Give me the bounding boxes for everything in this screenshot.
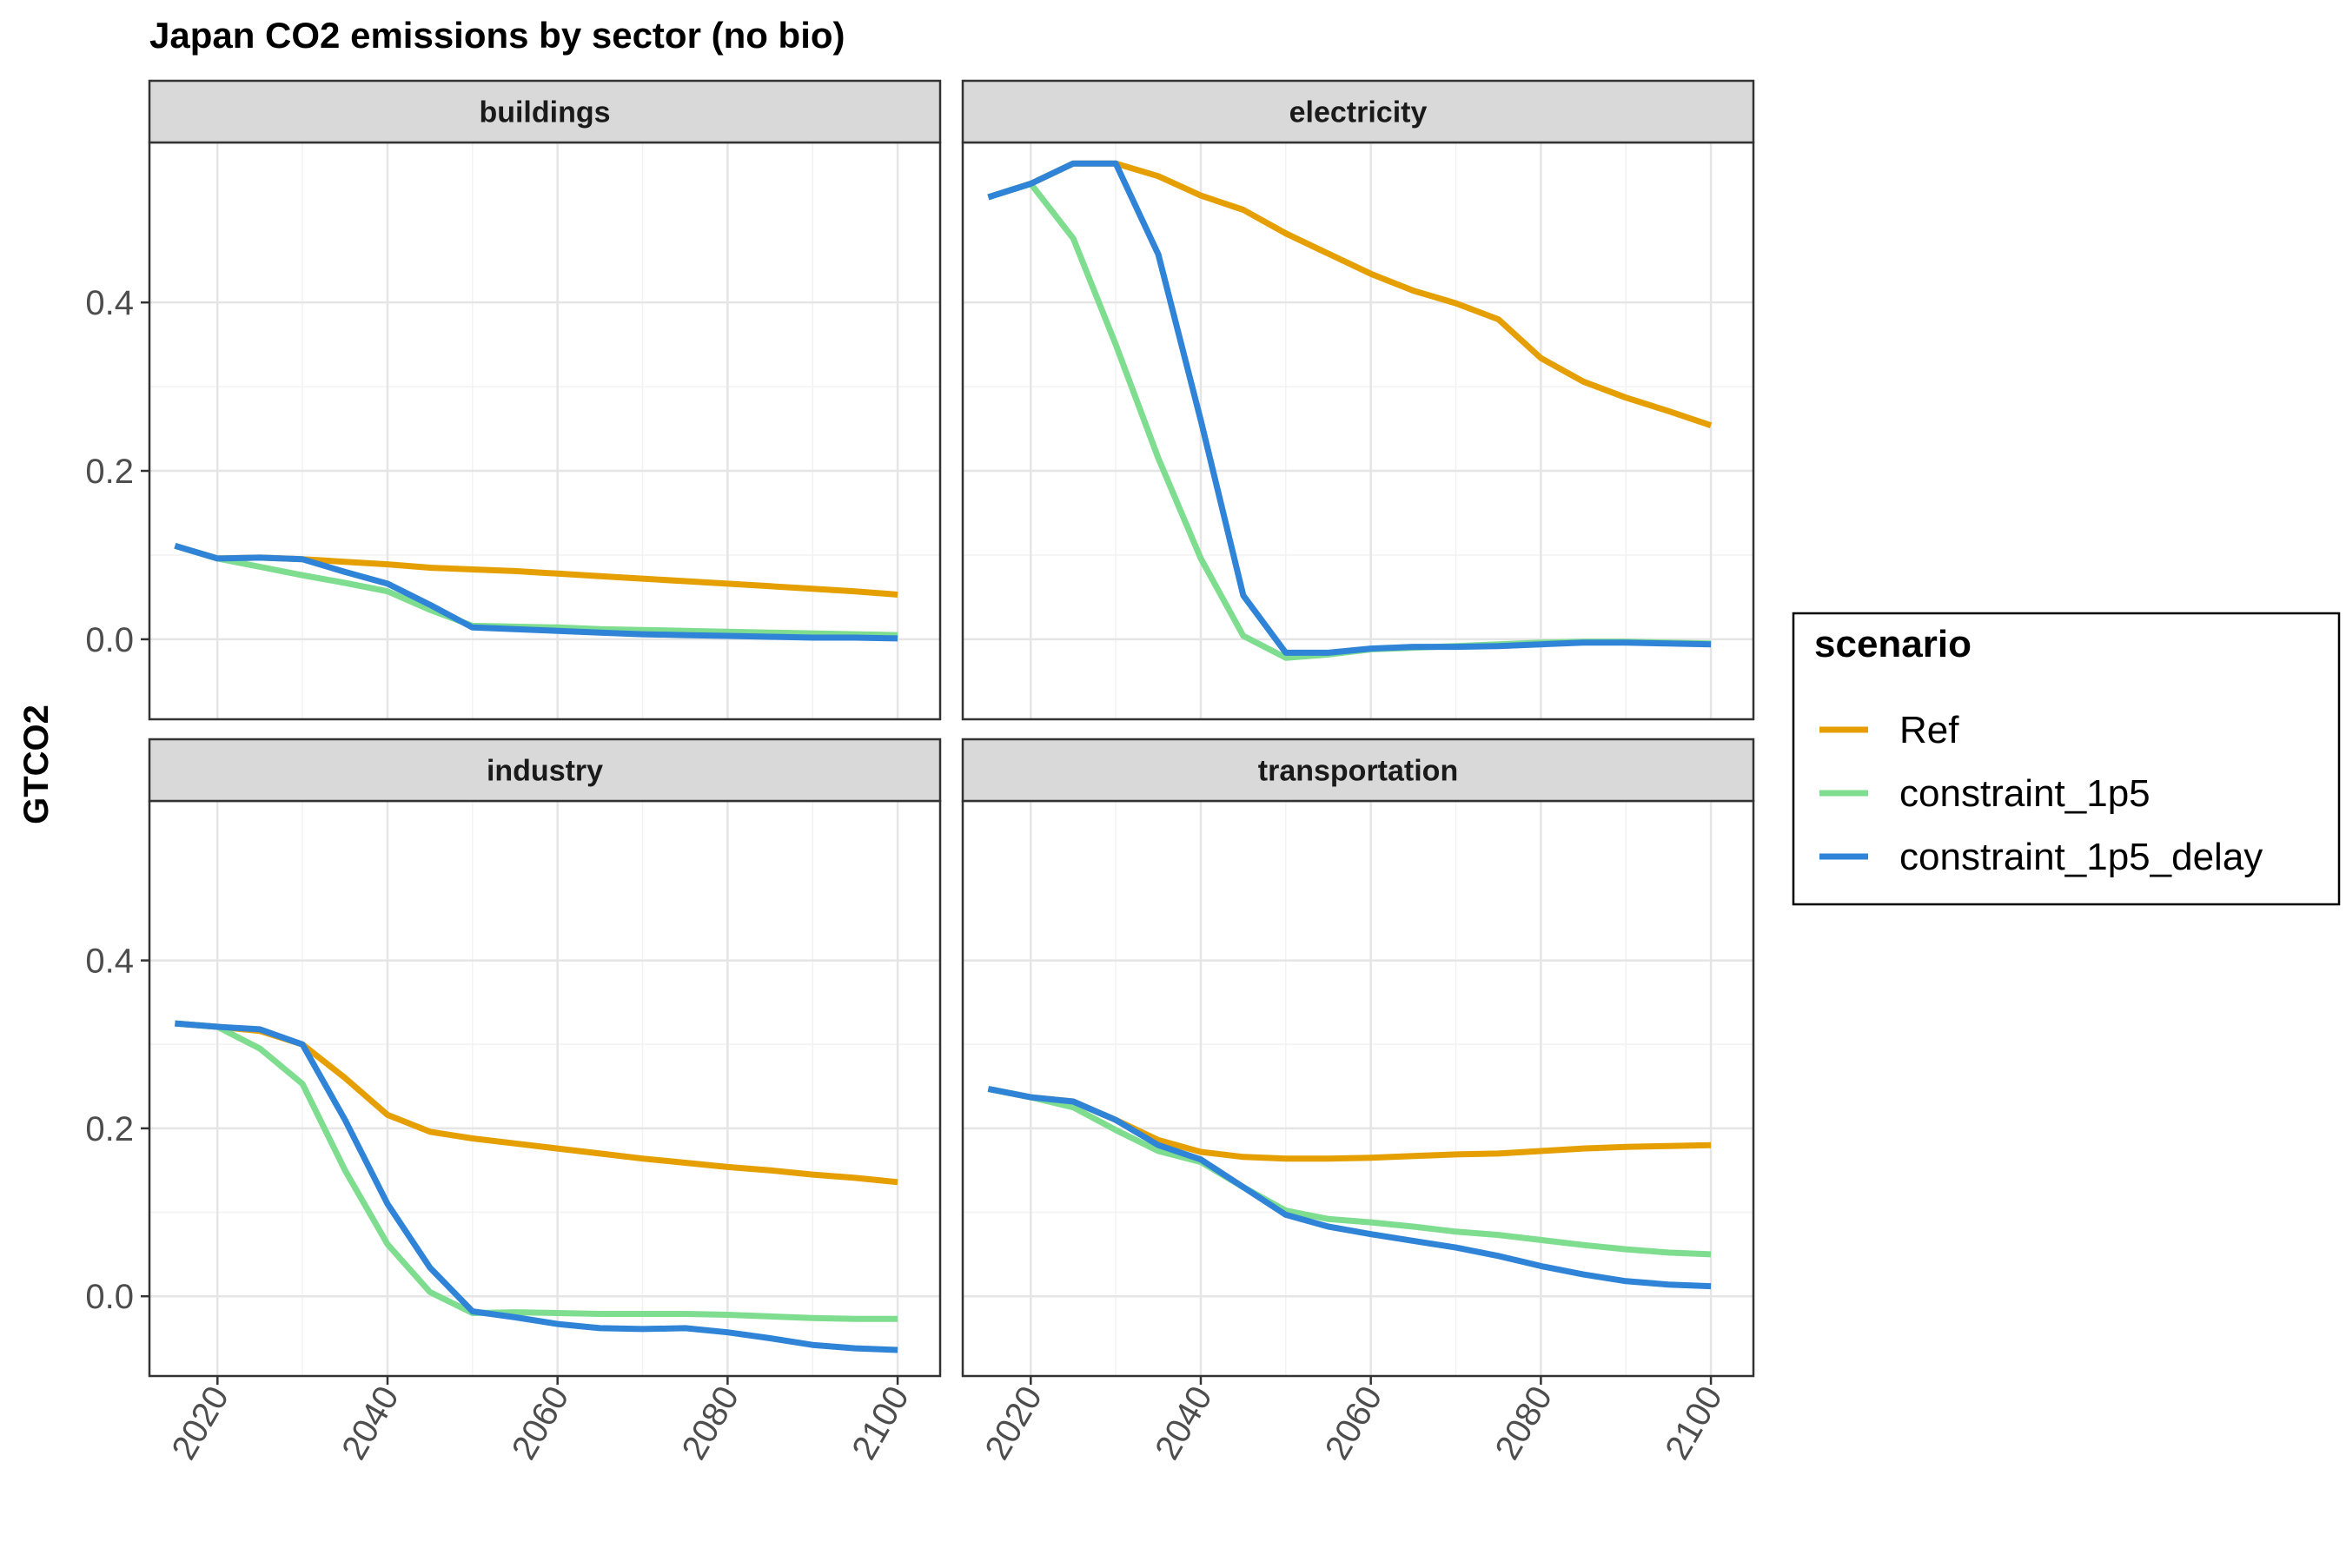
legend-label: constraint_1p5 — [1899, 772, 2150, 815]
legend-title: scenario — [1814, 623, 1972, 665]
facet-strip — [961, 79, 1755, 144]
facet-strip-label: buildings — [479, 96, 610, 129]
facet-strip — [148, 738, 942, 803]
chart-title: Japan CO2 emissions by sector (no bio) — [149, 15, 845, 56]
facet-panel-transportation: transportation 2020 2040 2060 2080 2100 — [961, 738, 1755, 1466]
legend-label: constraint_1p5_delay — [1899, 836, 2263, 878]
y-tick-label: 0.4 — [85, 943, 134, 981]
y-tick-label: 0.2 — [85, 453, 134, 491]
legend-label: Ref — [1899, 709, 1959, 751]
facet-panel-buildings: buildings 0.0 0.2 0.4 — [85, 79, 942, 721]
facet-panel-electricity: electricity — [961, 79, 1755, 721]
x-tick-label: 2020 — [978, 1380, 1050, 1466]
facet-strip — [148, 79, 942, 144]
facet-panel-industry: industry 0.0 0.2 0.4 2020 2040 2060 2080 2100 — [85, 738, 942, 1466]
series-line-constraint_1p5 — [175, 1020, 898, 1322]
legend: scenario Ref constraint_1p5 constraint_1p5_… — [1792, 612, 2341, 906]
facet-strip-label: transportation — [1258, 755, 1458, 788]
y-tick-label: 0.0 — [85, 621, 134, 659]
panel-background — [963, 801, 1753, 1376]
panel-background — [149, 801, 940, 1376]
y-tick-label: 0.0 — [85, 1278, 134, 1316]
series-line-constraint_1p5_delay — [175, 1020, 898, 1353]
y-axis-label: GTCO2 — [17, 705, 56, 824]
series-line-constraint_1p5_delay — [987, 160, 1712, 656]
x-tick-label: 2060 — [505, 1380, 577, 1466]
facet-strip-label: industry — [487, 755, 603, 788]
facet-strip — [961, 738, 1755, 803]
legend-box — [1792, 612, 2341, 906]
x-tick-label: 2100 — [845, 1380, 917, 1466]
panels-layer: buildings 0.0 0.2 0.4 electricity industry 0.0… — [85, 79, 1755, 1466]
x-tick-label: 2020 — [164, 1380, 236, 1466]
x-tick-label: 2040 — [335, 1380, 407, 1466]
series-line-constraint_1p5_delay — [174, 542, 898, 642]
series-line-constraint_1p5_delay — [987, 1086, 1712, 1290]
panel-background — [963, 142, 1753, 719]
facet-strip-label: electricity — [1289, 96, 1428, 129]
x-tick-label: 2100 — [1658, 1379, 1730, 1465]
series-line-constraint_1p5 — [987, 1086, 1712, 1258]
x-tick-label: 2040 — [1148, 1380, 1220, 1466]
x-tick-label: 2080 — [1488, 1380, 1561, 1466]
panel-background — [149, 142, 940, 719]
y-tick-label: 0.2 — [85, 1110, 134, 1148]
x-tick-label: 2060 — [1318, 1380, 1390, 1466]
x-tick-label: 2080 — [675, 1380, 747, 1466]
y-tick-label: 0.4 — [85, 284, 134, 322]
